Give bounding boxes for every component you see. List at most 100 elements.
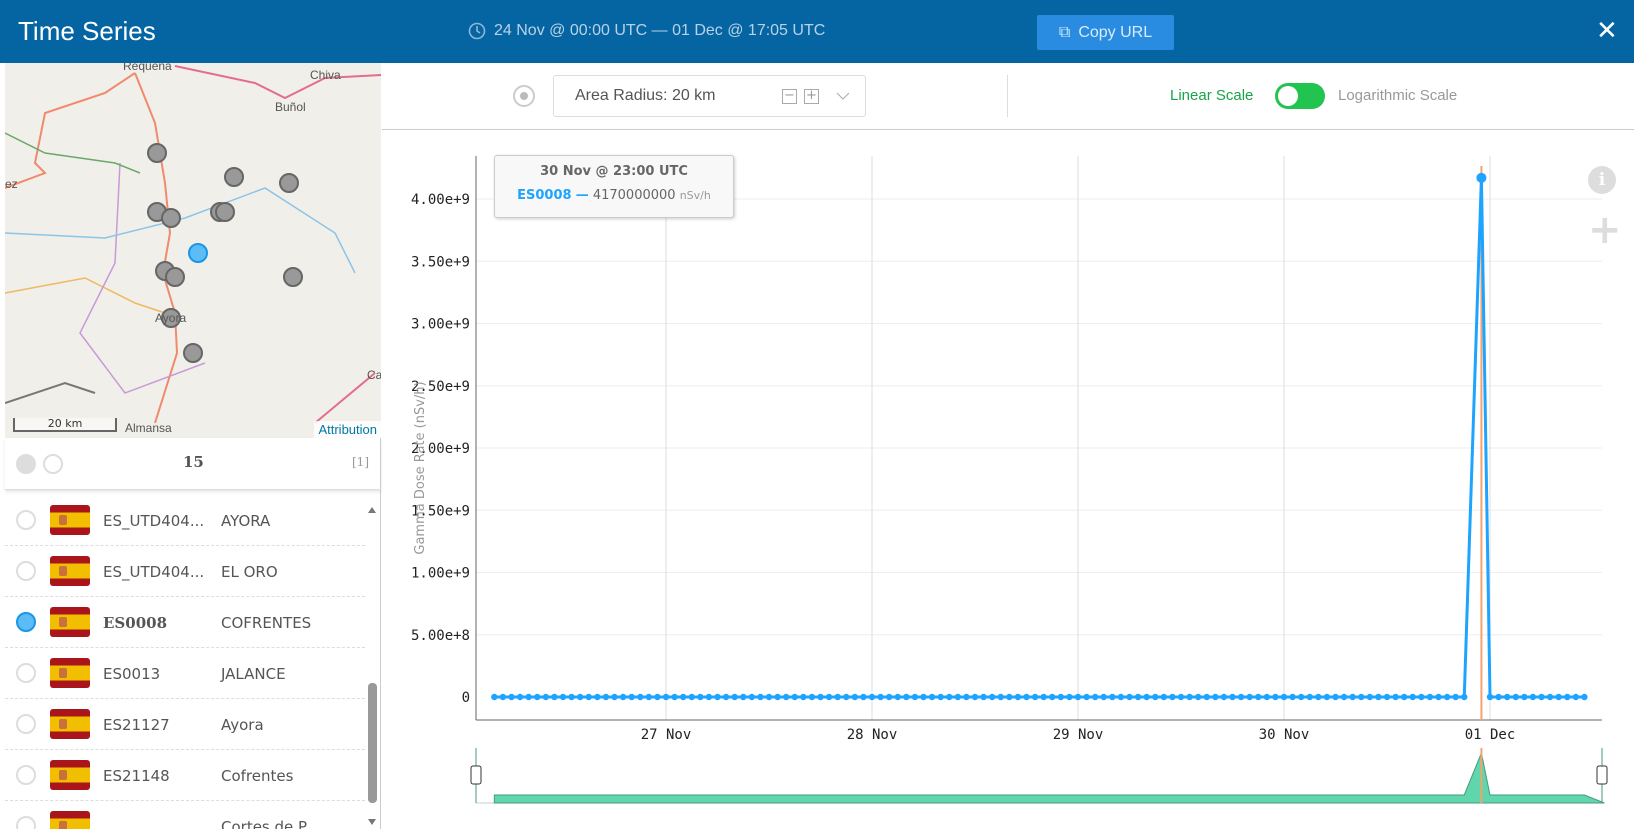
station-row[interactable]: Cortes de P... <box>5 801 365 829</box>
select-all-radio[interactable] <box>16 454 36 474</box>
station-name: Cofrentes <box>221 767 294 785</box>
y-axis-label: Gamma Dose Rate (nSv/h) <box>413 381 428 554</box>
spain-flag-icon <box>50 709 90 739</box>
x-tick-label: 01 Dec <box>1465 727 1516 743</box>
data-point <box>894 693 901 701</box>
data-point <box>637 693 644 701</box>
data-point <box>980 693 987 701</box>
close-icon[interactable]: ✕ <box>1596 16 1618 46</box>
copy-url-label: Copy URL <box>1078 23 1153 41</box>
data-point <box>1521 693 1528 701</box>
station-id: ES0013 <box>103 665 161 683</box>
chart-toolbar: Area Radius: 20 km − + Linear Scale Loga… <box>382 63 1634 130</box>
station-panel: Requena Chiva Buñol ez Ayora Almansa Ca … <box>5 63 381 829</box>
radius-plus-button[interactable]: + <box>804 89 819 104</box>
data-point <box>851 693 859 701</box>
clock-icon <box>468 22 486 40</box>
data-point <box>1023 693 1030 701</box>
radius-minus-button[interactable]: − <box>782 89 797 104</box>
date-range[interactable]: 24 Nov @ 00:00 UTC — 01 Dec @ 17:05 UTC <box>468 22 825 40</box>
data-point <box>576 693 584 701</box>
data-point <box>714 693 721 701</box>
copy-url-button[interactable]: ⧉ Copy URL <box>1037 15 1174 50</box>
station-radio[interactable] <box>16 663 36 683</box>
station-radio[interactable] <box>16 561 36 581</box>
data-point <box>1100 693 1107 701</box>
data-point <box>671 693 678 701</box>
data-point <box>645 693 653 701</box>
station-row[interactable]: ES21127 Ayora <box>5 699 365 750</box>
spain-flag-icon <box>50 658 90 688</box>
linear-scale-label[interactable]: Linear Scale <box>1170 87 1254 104</box>
data-point <box>1409 693 1416 701</box>
select-none-radio[interactable] <box>43 454 63 474</box>
data-point <box>1143 693 1150 701</box>
station-radio[interactable] <box>16 612 36 632</box>
station-name: EL ORO <box>221 563 278 581</box>
chart-tooltip: 30 Nov @ 23:00 UTC ES0008 — 4170000000 n… <box>494 155 734 218</box>
station-count: 15 <box>183 453 204 471</box>
data-point <box>997 693 1004 701</box>
data-point <box>1349 693 1356 701</box>
map-label: Requena <box>123 63 172 73</box>
y-tick-label: 3.00e+9 <box>411 317 470 333</box>
spain-flag-icon <box>50 607 90 637</box>
locate-icon[interactable] <box>513 85 535 107</box>
data-point <box>825 693 833 701</box>
station-list: ES_UTD404... AYORA ES_UTD404... EL ORO E… <box>5 496 381 829</box>
page-indicator[interactable]: [1] <box>352 455 369 469</box>
navigator-left-handle[interactable] <box>470 765 482 785</box>
data-point <box>1383 693 1391 701</box>
y-tick-label: 2.50e+9 <box>411 379 470 395</box>
add-icon[interactable]: + <box>1588 207 1622 253</box>
station-row[interactable]: ES21148 Cofrentes <box>5 750 365 801</box>
data-point <box>1555 693 1562 701</box>
data-point <box>594 693 601 701</box>
data-point <box>800 693 807 701</box>
data-point <box>731 693 738 701</box>
chevron-down-icon <box>836 92 850 100</box>
data-point <box>1246 693 1253 701</box>
data-point <box>1272 693 1279 701</box>
map[interactable]: Requena Chiva Buñol ez Ayora Almansa Ca … <box>5 63 381 438</box>
data-point <box>1040 693 1047 701</box>
station-radio[interactable] <box>16 765 36 785</box>
data-point <box>559 693 567 701</box>
data-point <box>1461 693 1468 701</box>
y-tick-label: 5.00e+8 <box>411 628 470 644</box>
scale-toggle[interactable] <box>1275 83 1325 109</box>
area-radius-select[interactable]: Area Radius: 20 km − + <box>553 75 866 117</box>
data-point <box>1289 693 1296 701</box>
data-point <box>628 693 635 701</box>
log-scale-label[interactable]: Logarithmic Scale <box>1338 87 1458 104</box>
info-icon[interactable]: i <box>1588 166 1616 194</box>
station-row[interactable]: ES_UTD404... AYORA <box>5 496 365 546</box>
list-scrollbar[interactable] <box>366 503 378 829</box>
data-point <box>1418 693 1425 701</box>
x-tick-label: 28 Nov <box>847 727 898 743</box>
navigator-right-handle[interactable] <box>1596 765 1608 785</box>
data-point <box>911 693 919 701</box>
date-range-text: 24 Nov @ 00:00 UTC — 01 Dec @ 17:05 UTC <box>494 22 826 39</box>
data-point <box>868 693 876 701</box>
data-point <box>1581 693 1588 701</box>
station-row[interactable]: ES_UTD404... EL ORO <box>5 546 365 597</box>
y-tick-label: 0 <box>462 690 470 706</box>
map-label: Almansa <box>125 421 172 435</box>
data-point <box>525 693 532 701</box>
station-radio[interactable] <box>16 510 36 530</box>
data-point <box>1126 693 1133 701</box>
data-point <box>1366 693 1374 701</box>
data-point <box>988 693 996 701</box>
station-radio[interactable] <box>16 816 36 829</box>
data-point <box>1074 693 1082 701</box>
data-point <box>1358 693 1365 701</box>
station-row[interactable]: ES0008 COFRENTES <box>5 597 365 648</box>
data-point <box>602 693 610 701</box>
data-point <box>1186 693 1193 701</box>
time-series-chart[interactable]: 0 5.00e+8 1.00e+9 1.50e+9 2.00e+9 2.50e+9 3.00… <box>382 131 1634 829</box>
data-point <box>1152 693 1159 701</box>
attribution-link[interactable]: Attribution <box>314 421 381 438</box>
station-radio[interactable] <box>16 714 36 734</box>
station-row[interactable]: ES0013 JALANCE <box>5 648 365 699</box>
